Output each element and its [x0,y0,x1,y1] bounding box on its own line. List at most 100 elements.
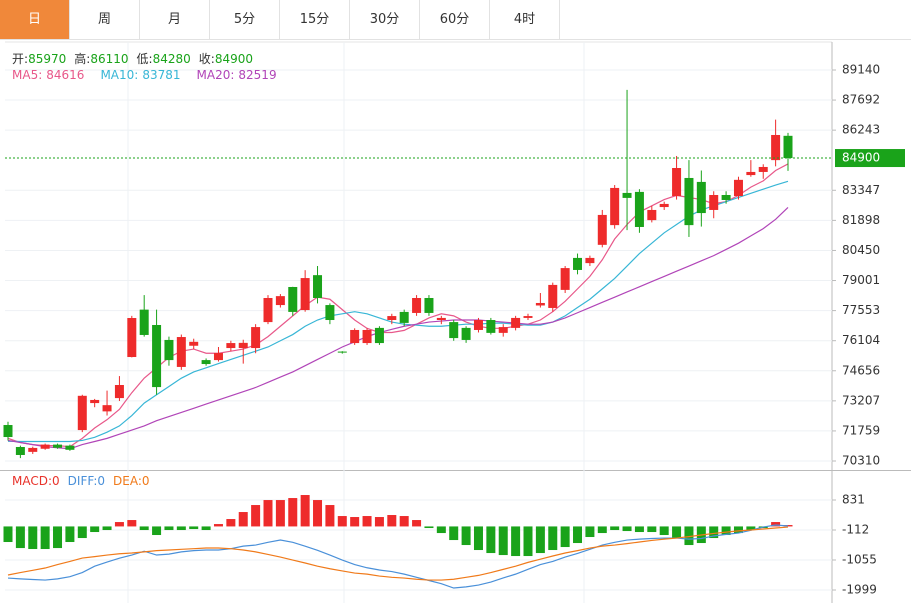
ohlc-value: 86110 [90,52,129,66]
tab[interactable]: 15分 [280,0,350,39]
legend-value: 84616 [46,68,85,82]
ohlc-item: 低:84280 [137,52,191,66]
candle-body [696,181,706,214]
macd-bar [523,526,533,557]
macd-bar [684,526,694,546]
ohlc-item: 开:85970 [12,52,66,66]
tab-bar: 日周月 5分 15分 30分 60分 4时 [0,0,911,40]
candle-body [53,444,63,448]
candle-body [313,275,323,298]
macd-bar [498,526,508,556]
legend-name: DIFF [67,474,94,488]
macd-bar [733,526,743,534]
legend-name: MACD [12,474,48,488]
y-tick-label: 86243 [842,123,880,137]
tab[interactable]: 月 [140,0,210,39]
macd-bar [288,498,298,527]
candle-body [374,327,384,344]
tab[interactable]: 周 [70,0,140,39]
candle-body [634,191,644,227]
macd-bar [325,505,335,527]
indicator-line [7,526,789,581]
macd-bar [771,522,781,527]
candle-body [585,257,595,264]
y-tick-label: 73207 [842,393,880,407]
separator: : [137,474,142,488]
macd-bar [350,517,360,527]
tab[interactable]: 60分 [420,0,490,39]
y-tick-label: 79001 [842,273,880,287]
macd-bar [152,526,162,536]
legend-value: 82519 [238,68,277,82]
legend-item: DEA:0 [113,474,150,488]
candle-body [288,286,298,312]
last-price-label: 84900 [842,151,880,165]
candle-body [746,171,756,176]
candle-body [535,302,545,306]
legend-value: 0 [52,474,60,488]
candle-body [275,296,285,306]
candle-body [412,297,422,313]
candle-body [102,405,112,412]
ohlc-item: 高:86110 [74,52,128,66]
macd-bar [238,512,248,527]
ohlc-label: 低 [136,52,149,66]
candle-body [15,446,25,455]
ohlc-value: 84280 [152,52,191,66]
macd-bar [40,526,50,550]
candle-body [449,322,459,339]
candle-body [300,278,310,311]
ohlc-value: 85970 [28,52,67,66]
macd-bar [560,526,570,548]
macd-bar [412,520,422,527]
macd-bar [709,526,719,539]
candle-body [337,351,347,353]
candle-body [473,320,483,330]
candle-body [201,360,211,365]
macd-bar [263,500,273,527]
tab[interactable]: 日 [0,0,70,39]
candle-body [325,305,335,321]
legend-item: MA5: 84616 [12,68,84,82]
tab[interactable]: 5分 [210,0,280,39]
indicator-line [7,163,789,448]
legend-value: 83781 [142,68,181,82]
y-tick-label: 87692 [842,93,880,107]
indicator-line [7,207,789,450]
macd-bar [226,519,236,527]
candle-body [659,203,669,208]
macd-bar [610,526,620,531]
legend-value: 0 [141,474,150,488]
macd-bar [585,526,595,538]
macd-bar [28,526,38,550]
macd-bar [213,524,223,527]
candle-body [573,257,583,270]
macd-bar [486,526,496,554]
candle-body [721,195,731,200]
candle-body [114,385,124,399]
macd-bar [374,517,384,527]
macd-bar [275,500,285,527]
legend-item: MACD:0 [12,474,60,488]
candle-body [511,317,521,328]
macd-bar [201,526,211,531]
macd-bar [399,516,409,527]
tab[interactable]: 30分 [350,0,420,39]
separator: : [210,52,215,66]
y-tick-label: 80450 [842,243,880,257]
candle-body [523,316,533,318]
separator: : [93,474,98,488]
tab[interactable]: 4时 [490,0,560,39]
candle-body [672,168,682,197]
legend-item: MA10: 83781 [100,68,180,82]
macd-bar [15,526,25,549]
legend-name: DEA [113,474,138,488]
macd-bar [424,526,434,529]
macd-bar [548,526,558,551]
candle-body [176,337,186,367]
candle-body [399,311,409,323]
macd-bar [461,526,471,546]
candle-body [758,166,768,172]
y-tick-label: 831 [842,493,865,507]
